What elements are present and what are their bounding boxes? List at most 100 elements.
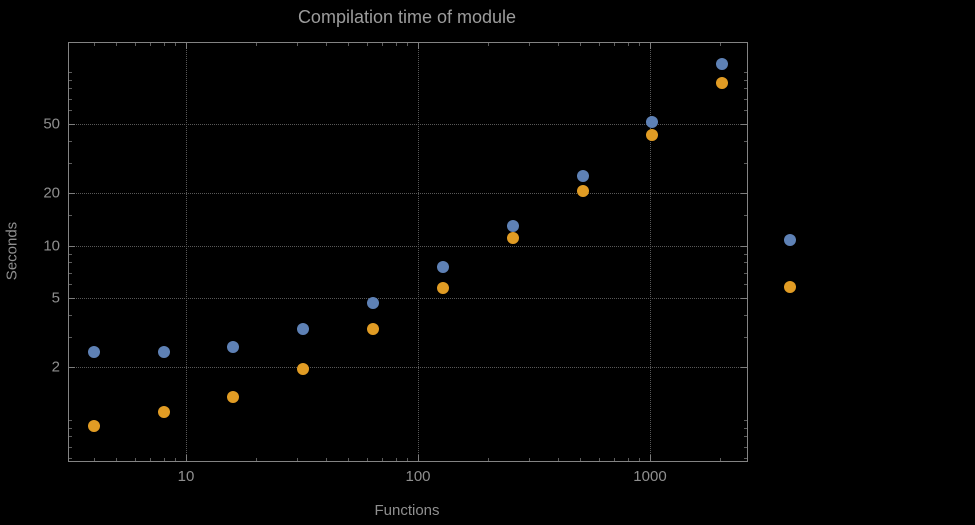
- y-minor-tick: [69, 79, 72, 81]
- x-minor-tick: [487, 43, 489, 46]
- y-minor-tick: [744, 79, 747, 81]
- x-minor-tick: [93, 43, 95, 46]
- data-point-series-1-blue: [87, 345, 100, 358]
- chart-title: Compilation time of module: [297, 7, 517, 27]
- y-minor-tick: [744, 140, 747, 142]
- data-point-series-2-orange: [506, 232, 519, 245]
- x-minor-tick: [366, 43, 368, 46]
- x-minor-tick: [719, 458, 721, 461]
- x-minor-tick: [598, 458, 600, 461]
- y-tick-label: 50: [43, 115, 60, 133]
- y-major-tick: [741, 193, 747, 195]
- y-minor-tick: [744, 427, 747, 429]
- y-minor-tick: [744, 284, 747, 286]
- x-minor-tick: [557, 43, 559, 46]
- y-major-tick: [69, 297, 75, 299]
- y-gridline: [69, 367, 747, 369]
- data-point-series-1-blue: [367, 296, 380, 309]
- x-minor-tick: [580, 458, 582, 461]
- x-minor-tick: [614, 43, 616, 46]
- x-minor-tick: [382, 43, 384, 46]
- y-tick-label: 10: [43, 237, 60, 255]
- y-minor-tick: [744, 88, 747, 90]
- x-minor-tick: [719, 43, 721, 46]
- x-minor-tick: [382, 458, 384, 461]
- y-minor-tick: [744, 110, 747, 112]
- x-minor-tick: [134, 458, 136, 461]
- y-minor-tick: [69, 71, 72, 73]
- x-minor-tick: [163, 458, 165, 461]
- x-minor-tick: [150, 458, 152, 461]
- data-point-series-1-blue: [227, 341, 240, 354]
- y-gridline: [69, 193, 747, 195]
- x-major-tick: [186, 455, 188, 461]
- x-gridline: [418, 43, 419, 461]
- x-minor-tick: [639, 43, 641, 46]
- x-minor-tick: [116, 43, 118, 46]
- x-minor-tick: [395, 458, 397, 461]
- x-minor-tick: [348, 458, 350, 461]
- y-minor-tick: [744, 253, 747, 255]
- legend-item: [784, 234, 804, 246]
- data-point-series-2-orange: [87, 419, 100, 432]
- y-minor-tick: [69, 427, 72, 429]
- y-tick-label: 2: [51, 358, 60, 376]
- y-minor-tick: [744, 162, 747, 164]
- y-minor-tick: [69, 314, 72, 316]
- y-gridline: [69, 245, 747, 247]
- y-minor-tick: [69, 272, 72, 274]
- x-minor-tick: [627, 43, 629, 46]
- y-tick-label: 20: [43, 184, 60, 202]
- data-point-series-1-blue: [716, 58, 729, 71]
- data-point-series-2-orange: [297, 363, 310, 376]
- y-minor-tick: [69, 262, 72, 264]
- y-minor-tick: [69, 336, 72, 338]
- legend: [784, 234, 804, 328]
- x-minor-tick: [134, 43, 136, 46]
- y-minor-tick: [69, 419, 72, 421]
- y-tick-label: 5: [51, 289, 60, 307]
- x-minor-tick: [296, 43, 298, 46]
- x-minor-tick: [175, 458, 177, 461]
- y-minor-tick: [69, 458, 72, 460]
- x-major-tick: [649, 455, 651, 461]
- legend-marker-icon: [784, 281, 796, 293]
- x-gridline: [186, 43, 188, 461]
- y-minor-tick: [744, 214, 747, 216]
- y-minor-tick: [69, 436, 72, 438]
- x-minor-tick: [175, 43, 177, 46]
- x-major-tick: [418, 43, 419, 49]
- legend-item: [784, 281, 804, 293]
- x-minor-tick: [627, 458, 629, 461]
- y-minor-tick: [744, 446, 747, 448]
- y-minor-tick: [744, 98, 747, 100]
- data-point-series-1-blue: [297, 323, 310, 336]
- x-minor-tick: [407, 458, 409, 461]
- x-axis-label: Functions: [374, 502, 440, 519]
- y-major-tick: [741, 245, 747, 247]
- x-major-tick: [418, 455, 419, 461]
- y-minor-tick: [744, 458, 747, 460]
- x-minor-tick: [528, 43, 530, 46]
- x-minor-tick: [487, 458, 489, 461]
- data-point-series-2-orange: [646, 129, 659, 142]
- x-minor-tick: [598, 43, 600, 46]
- y-gridline: [69, 123, 747, 125]
- x-minor-tick: [366, 458, 368, 461]
- x-minor-tick: [528, 458, 530, 461]
- x-minor-tick: [639, 458, 641, 461]
- x-minor-tick: [116, 458, 118, 461]
- y-minor-tick: [69, 214, 72, 216]
- data-point-series-1-blue: [436, 261, 449, 274]
- x-minor-tick: [93, 458, 95, 461]
- plot-area: 10 100 1000 2 5 10 20 50: [43, 42, 748, 485]
- x-tick-label: 100: [405, 468, 431, 485]
- x-minor-tick: [296, 458, 298, 461]
- x-minor-tick: [557, 458, 559, 461]
- data-point-series-1-blue: [506, 219, 519, 232]
- data-point-series-2-orange: [436, 282, 449, 295]
- x-minor-tick: [614, 458, 616, 461]
- y-major-tick: [741, 297, 747, 299]
- data-point-series-2-orange: [227, 390, 240, 403]
